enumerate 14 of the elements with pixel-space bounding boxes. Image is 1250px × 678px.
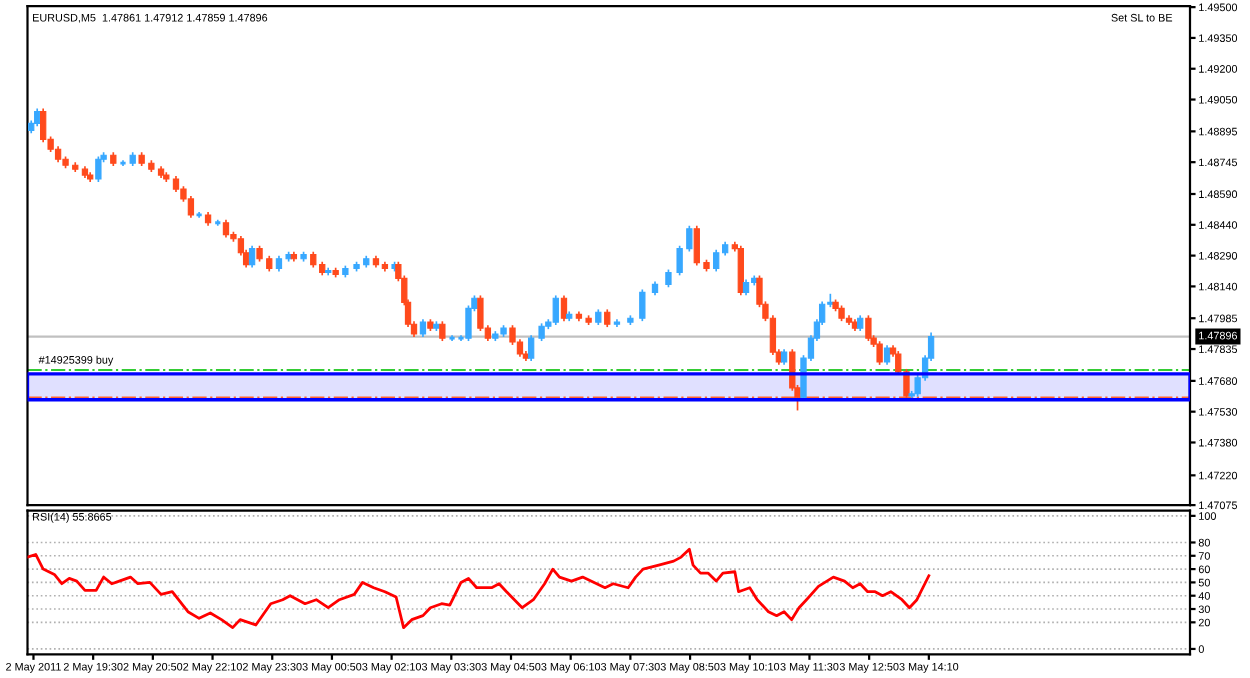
- candlestick: [95, 156, 102, 182]
- candlestick: [883, 345, 891, 365]
- candlestick: [248, 245, 256, 268]
- candlestick: [40, 108, 47, 143]
- line-series: [27, 547, 931, 630]
- candlestick: [560, 295, 568, 322]
- candlestick: [713, 249, 720, 272]
- candlestick: [187, 196, 195, 218]
- candlestick: [639, 289, 646, 322]
- candlestick: [737, 245, 744, 296]
- candlestick: [876, 341, 883, 365]
- candlestick: [552, 295, 559, 326]
- candlestick: [865, 315, 872, 342]
- candlestick: [439, 321, 446, 342]
